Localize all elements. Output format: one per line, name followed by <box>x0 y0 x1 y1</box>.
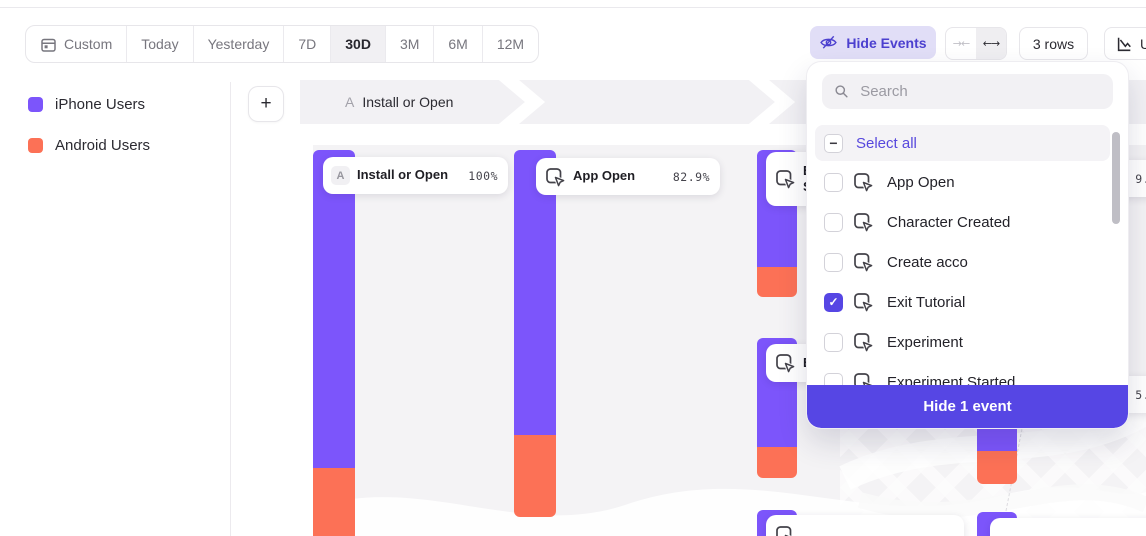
expand-columns-button[interactable]: ←→ <box>976 28 1006 59</box>
android-swatch <box>28 138 43 153</box>
funnel-card-app-open[interactable]: App Open 82.9% <box>536 158 720 195</box>
select-all-row[interactable]: Select all <box>815 125 1110 161</box>
collapse-columns-button[interactable]: →← <box>946 28 976 59</box>
range-label: Custom <box>64 36 113 52</box>
range-yesterday[interactable]: Yesterday <box>194 26 285 62</box>
funnel-bar-segment <box>757 267 797 297</box>
event-icon <box>853 252 874 273</box>
event-icon <box>775 353 796 374</box>
funnel-bar-segment <box>977 451 1017 484</box>
iphone-swatch <box>28 97 43 112</box>
eye-off-icon <box>820 35 838 49</box>
funnel-bar-segment <box>757 447 797 478</box>
funnel-bar-segment <box>514 435 556 517</box>
event-icon <box>853 212 874 233</box>
funnel-bar-segment <box>313 468 355 536</box>
step-chevron-icon <box>498 80 546 124</box>
funnel-card-partial[interactable] <box>990 518 1146 536</box>
rows-count-button[interactable]: 3 rows <box>1019 27 1088 60</box>
collapse-icon: →← <box>952 37 970 50</box>
event-icon <box>775 525 796 536</box>
line-chart-icon <box>1117 37 1131 51</box>
step-prefix: A <box>345 94 355 110</box>
top-divider <box>0 7 1146 8</box>
checkbox[interactable] <box>824 292 843 312</box>
step-chevron-icon <box>748 80 796 124</box>
dropdown-scrollbar-thumb[interactable] <box>1112 132 1120 224</box>
event-icon <box>853 332 874 353</box>
dropdown-search <box>822 74 1113 109</box>
event-icon <box>545 166 566 187</box>
legend-item-iphone[interactable]: iPhone Users <box>28 96 145 113</box>
calendar-icon <box>41 38 56 52</box>
range-6m[interactable]: 6M <box>434 26 483 62</box>
expand-icon: ←→ <box>982 37 1000 50</box>
view-mode-button[interactable]: U <box>1104 27 1146 60</box>
checkbox[interactable] <box>824 172 843 192</box>
event-option-app-open[interactable]: App Open <box>807 162 1128 202</box>
event-option-character-created[interactable]: Character Created <box>807 202 1128 242</box>
event-icon <box>775 169 796 190</box>
checkbox[interactable] <box>824 252 843 272</box>
search-icon <box>835 85 848 98</box>
funnel-bar-segment <box>313 150 355 468</box>
legend-item-android[interactable]: Android Users <box>28 137 150 154</box>
collapse-expand-toggle: →← ←→ <box>945 27 1007 60</box>
event-option-experiment[interactable]: Experiment <box>807 322 1128 362</box>
funnel-card-install-or-open[interactable]: A Install or Open 100% <box>323 157 508 194</box>
event-letter-badge: A <box>331 166 350 185</box>
range-12m[interactable]: 12M <box>496 36 525 52</box>
funnel-card-partial[interactable] <box>766 515 964 536</box>
event-icon <box>853 172 874 193</box>
checkbox[interactable] <box>824 212 843 232</box>
search-input[interactable] <box>858 82 1101 101</box>
range-today[interactable]: Today <box>127 26 194 62</box>
event-option-exit-tutorial[interactable]: Exit Tutorial <box>807 282 1128 322</box>
range-3m[interactable]: 3M <box>386 26 435 62</box>
checkbox[interactable] <box>824 332 843 352</box>
hide-events-dropdown: Select all App Open Character Created Cr… <box>807 62 1128 428</box>
hide-selected-events-button[interactable]: Hide 1 event <box>807 385 1128 428</box>
range-7d[interactable]: 7D <box>284 26 332 62</box>
range-30d-selected[interactable]: 30D <box>331 26 386 62</box>
hide-events-button[interactable]: Hide Events <box>810 26 936 59</box>
range-custom[interactable]: Custom <box>26 26 128 62</box>
step-name: Install or Open <box>362 94 454 110</box>
add-step-button[interactable]: + <box>248 86 284 122</box>
vertical-divider <box>230 82 231 536</box>
event-option-create-acco[interactable]: Create acco <box>807 242 1128 282</box>
funnel-bar-segment <box>514 150 556 435</box>
select-all-checkbox[interactable] <box>824 133 843 153</box>
date-range-selector: Custom Today Yesterday 7D 30D 3M 6M 12M <box>25 25 540 63</box>
event-icon <box>853 292 874 313</box>
step-header-label[interactable]: A Install or Open <box>345 80 453 124</box>
